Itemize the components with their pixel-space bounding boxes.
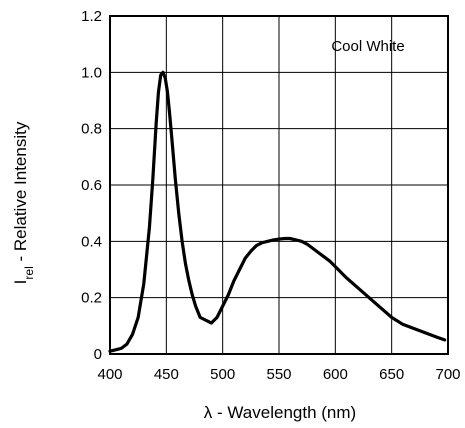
x-axis-title: λ - Wavelength (nm)	[204, 403, 356, 422]
y-axis-title-subscript: rel	[22, 266, 36, 279]
x-tick-label: 500	[210, 366, 235, 383]
y-tick-label: 0.4	[81, 233, 102, 250]
series-label-cool-white: Cool White	[331, 38, 404, 55]
y-tick-label: 0.8	[81, 121, 102, 138]
x-tick-label: 400	[97, 366, 122, 383]
plot-frame	[109, 15, 449, 355]
y-axis-title-main: I	[11, 280, 30, 285]
y-tick-labels: 0 0.2 0.4 0.6 0.8 1.0 1.2	[81, 8, 102, 363]
x-tick-label: 600	[323, 366, 348, 383]
x-tick-label: 450	[154, 366, 179, 383]
x-tick-label: 700	[435, 366, 460, 383]
y-tick-label: 0	[94, 346, 102, 363]
y-tick-label: 0.6	[81, 177, 102, 194]
x-tick-label: 650	[379, 366, 404, 383]
y-tick-label: 1.2	[81, 8, 102, 25]
y-axis-title-rest: - Relative Intensity	[11, 121, 30, 266]
y-tick-label: 0.2	[81, 290, 102, 307]
series-line-cool-white	[108, 70, 447, 353]
x-tick-labels: 400 450 500 550 600 650 700	[97, 366, 460, 383]
x-tick-label: 550	[266, 366, 291, 383]
y-axis-title: Irel - Relative Intensity	[11, 121, 36, 284]
grid-lines	[109, 15, 449, 355]
y-tick-label: 1.0	[81, 64, 102, 81]
